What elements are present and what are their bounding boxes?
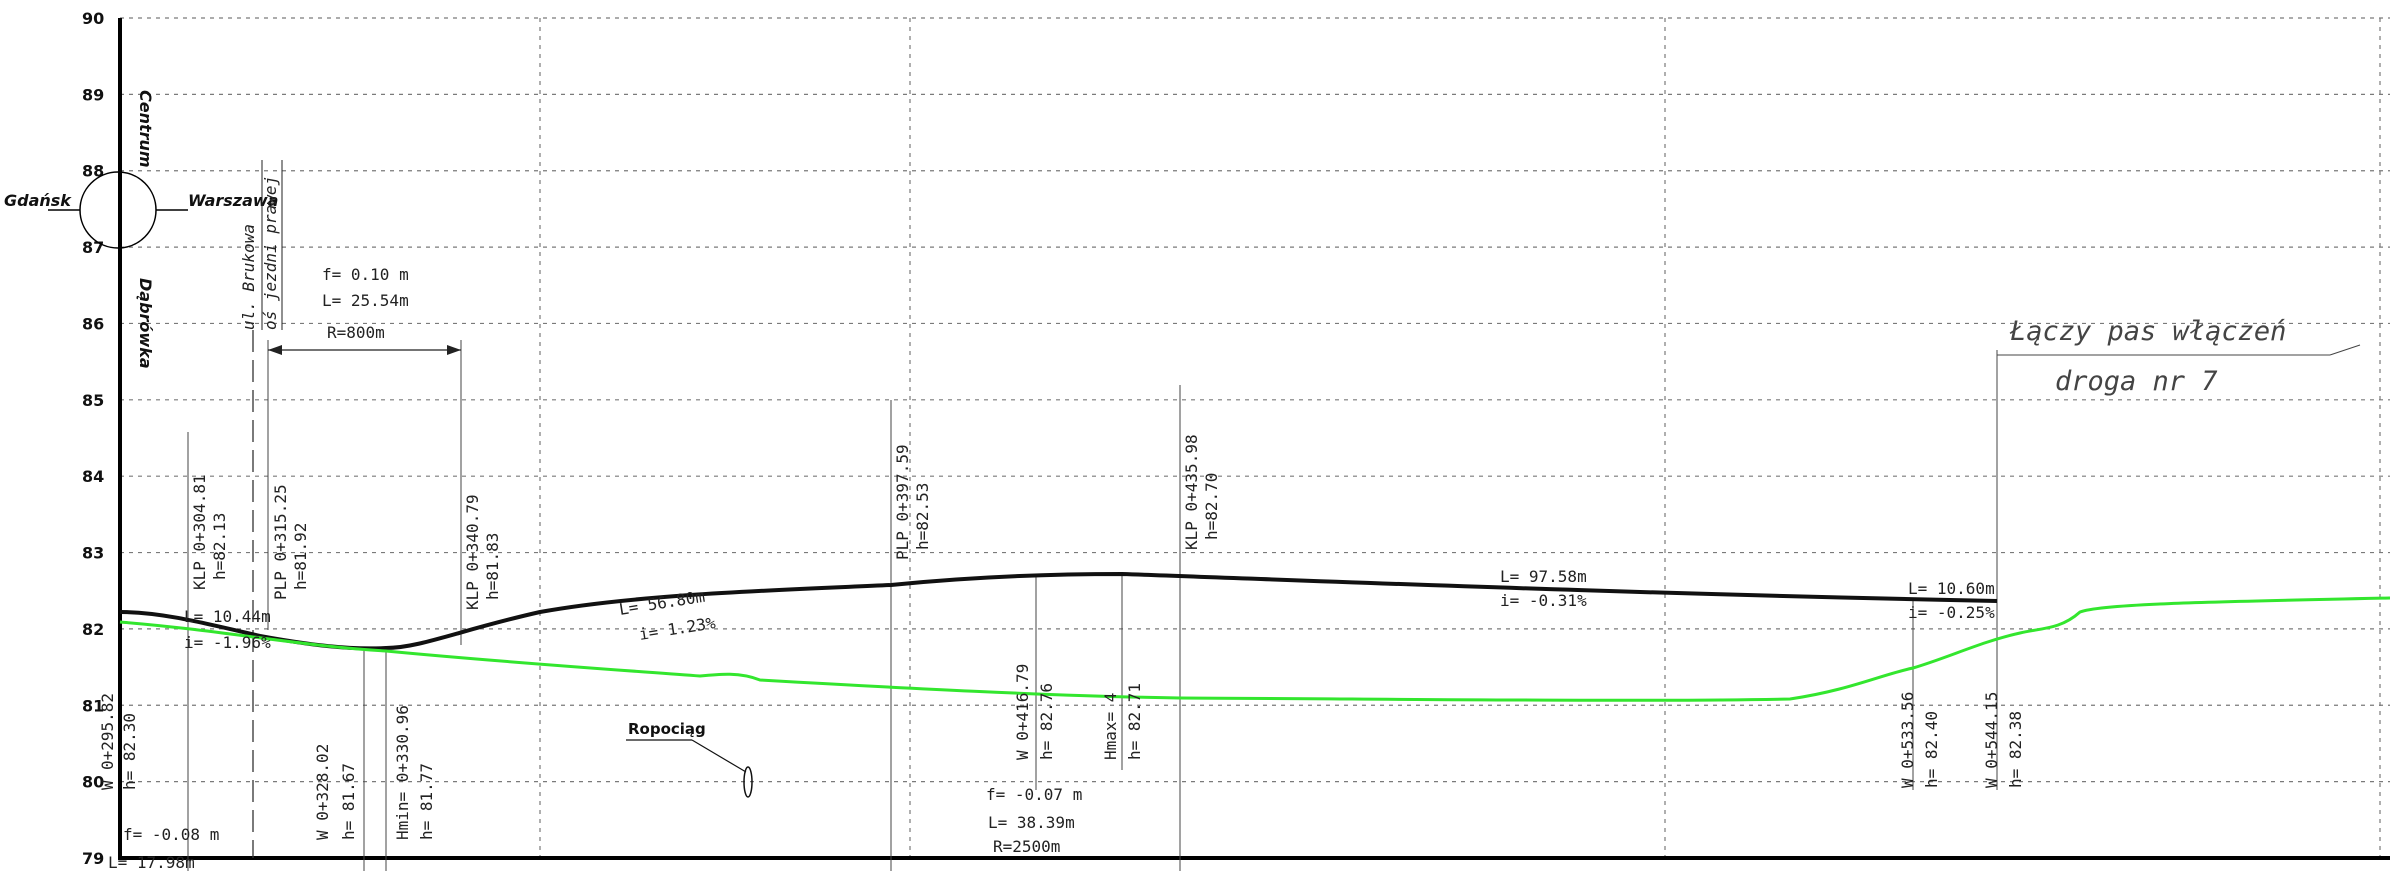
plp2-h: h=82.53	[913, 483, 932, 550]
station-labels: W 0+295.82 h= 82.30 KLP 0+304.81 h=82.13…	[98, 434, 2025, 840]
g3-L: L= 97.58m	[1500, 567, 1587, 586]
klp3-h: h=82.70	[1202, 473, 1221, 540]
plp1-km: PLP 0+315.25	[271, 484, 290, 600]
y-tick-label: 87	[82, 238, 104, 257]
pipeline-leader	[691, 739, 747, 773]
grid	[120, 17, 2390, 858]
y-tick-label: 90	[82, 9, 104, 28]
street-axis: oś jezdni prawej	[261, 176, 280, 330]
w2-km: W 0+328.02	[313, 744, 332, 840]
y-tick-label: 83	[82, 544, 104, 563]
junction-right-label: Warszawa	[188, 191, 278, 210]
klp2-km: KLP 0+340.79	[463, 494, 482, 610]
y-tick-label: 80	[82, 773, 104, 792]
w1-label: W	[98, 780, 117, 790]
curve2-f: f= -0.07 m	[986, 785, 1082, 804]
w5-km: W 0+544.15	[1982, 692, 2001, 788]
curve1-arrow-right	[447, 345, 461, 355]
design-profile-line	[119, 571, 1998, 651]
curve1-L: L= 25.54m	[322, 291, 409, 310]
junction-bottom-label: Dąbrówka	[136, 278, 155, 369]
connection-line2: droga nr 7	[2055, 366, 2218, 397]
w4-km: W 0+533.56	[1898, 692, 1917, 788]
w3-h: h= 82.76	[1037, 683, 1056, 760]
hmin-h: h= 81.77	[417, 763, 436, 840]
g2-L: L= 56.80m	[618, 587, 707, 619]
curve2-R: R=2500m	[993, 837, 1060, 856]
y-tick-label: 89	[82, 85, 104, 104]
y-tick-label: 86	[82, 314, 104, 333]
curve2-annotation: f= -0.07 m L= 38.39m R=2500m	[986, 785, 1082, 856]
street-label: ul. Brukowa oś jezdni prawej	[239, 160, 283, 858]
g4-L: L= 10.60m	[1908, 579, 1995, 598]
junction-symbol: Gdańsk Warszawa Centrum Dąbrówka	[4, 90, 278, 369]
y-tick-label: 85	[82, 391, 104, 410]
ground-line	[119, 596, 2390, 702]
g3-i: i= -0.31%	[1500, 591, 1587, 610]
junction-top-label: Centrum	[136, 90, 155, 168]
connection-bracket-diag	[2329, 344, 2361, 356]
pipeline-symbol	[743, 766, 753, 798]
w5-h: h= 82.38	[2006, 711, 2025, 788]
hmax-h: h= 82.71	[1125, 683, 1144, 760]
g4-i: i= -0.25%	[1908, 603, 1995, 622]
g1-L: L= 10.44m	[184, 607, 271, 626]
y-tick-label: 84	[82, 467, 104, 486]
grade-labels: L= 10.44m i= -1.96% L= 56.80m i= 1.23% L…	[184, 567, 1995, 652]
y-tick-label: 81	[82, 696, 104, 715]
curve1-dimension: f= 0.10 m L= 25.54m R=800m	[268, 265, 461, 355]
curve1-R: R=800m	[327, 323, 385, 342]
hmin-km: Hmin= 0+330.96	[393, 705, 412, 840]
y-tick-label: 88	[82, 162, 104, 181]
connection-line1: Łączy pas włączeń	[2009, 316, 2286, 347]
y-tick-label: 79	[82, 849, 104, 868]
w3-km: W 0+416.79	[1013, 664, 1032, 760]
w1-h: h= 82.30	[120, 713, 139, 790]
g1-i: i= -1.96%	[184, 633, 271, 652]
pipeline-label: Ropociąg	[628, 720, 706, 738]
curve0-annotation: f= -0.08 m L= 17.98m	[108, 825, 219, 871]
station-lines	[187, 340, 1998, 871]
street-name: ul. Brukowa	[239, 224, 258, 330]
plp2-km: PLP 0+397.59	[893, 444, 912, 560]
klp1-km: KLP 0+304.81	[190, 474, 209, 590]
w1-km: 0+295.82	[98, 693, 117, 770]
klp2-h: h=81.83	[483, 533, 502, 600]
w4-h: h= 82.40	[1922, 711, 1941, 788]
plp1-h: h=81.92	[291, 523, 310, 590]
y-tick-label: 82	[82, 620, 104, 639]
pipeline-marker: Ropociąg	[626, 720, 753, 798]
klp1-h: h=82.13	[210, 513, 229, 580]
klp3-km: KLP 0+435.98	[1182, 434, 1201, 550]
junction-left-label: Gdańsk	[4, 191, 72, 210]
curve2-L: L= 38.39m	[988, 813, 1075, 832]
curve1-f: f= 0.10 m	[322, 265, 409, 284]
connection-note: Łączy pas włączeń droga nr 7	[1996, 316, 2361, 397]
curve1-arrow-left	[268, 345, 282, 355]
hmax-km: Hmax= 4	[1101, 693, 1120, 760]
curve0-L: L= 17.98m	[108, 853, 195, 871]
y-axis: 90 89 88 87 86 85 84 83 82 81 80 79	[82, 9, 104, 868]
curve0-f: f= -0.08 m	[123, 825, 219, 844]
g2-i: i= 1.23%	[638, 613, 717, 644]
w2-h: h= 81.67	[339, 763, 358, 840]
